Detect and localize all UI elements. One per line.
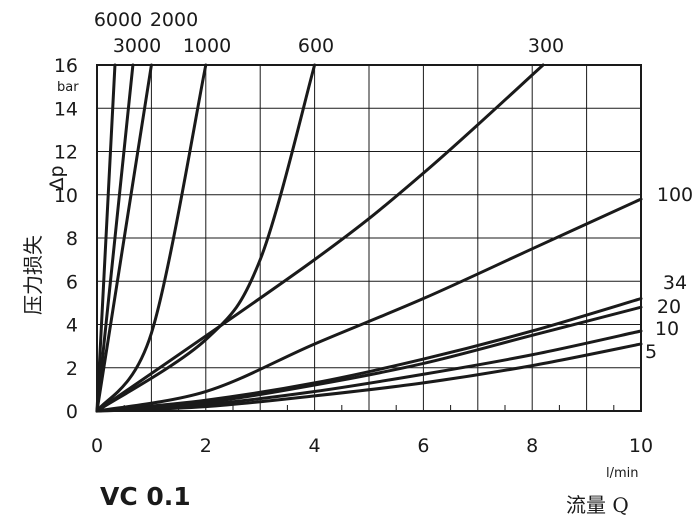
series-curves bbox=[95, 63, 643, 413]
y-unit-label: bar bbox=[57, 80, 79, 95]
series-label-5: 5 bbox=[645, 341, 657, 363]
x-unit-label: l/min bbox=[606, 466, 639, 481]
series-line-3000 bbox=[95, 63, 135, 413]
x-tick-label: 0 bbox=[91, 435, 103, 457]
y-tick-label: 16 bbox=[54, 55, 78, 77]
series-label-100: 100 bbox=[657, 184, 693, 206]
x-axis-title: 流量 Q bbox=[566, 493, 629, 517]
y-tick-label: 8 bbox=[66, 228, 78, 250]
series-line-20 bbox=[95, 305, 643, 413]
y-tick-label: 6 bbox=[66, 271, 78, 293]
x-tick-label: 6 bbox=[417, 435, 429, 457]
y-tick-label: 4 bbox=[66, 315, 78, 337]
series-line-100 bbox=[95, 197, 643, 413]
series-label-300: 300 bbox=[528, 35, 564, 57]
x-tick-label: 2 bbox=[200, 435, 212, 457]
y-axis-title: 压力损失 bbox=[21, 235, 45, 315]
series-line-10 bbox=[95, 329, 643, 413]
chart-title: VC 0.1 bbox=[100, 482, 191, 511]
x-tick-label: 8 bbox=[526, 435, 538, 457]
series-label-20: 20 bbox=[657, 296, 681, 318]
series-line-300 bbox=[95, 63, 545, 413]
y-tick-labels: 0 2 4 6 8 10 12 14 16 bbox=[54, 55, 78, 423]
grid bbox=[97, 65, 641, 411]
y-tick-label: 10 bbox=[54, 185, 78, 207]
series-label-2000: 2000 bbox=[150, 9, 198, 31]
x-tick-labels: 0 2 4 6 8 10 bbox=[91, 435, 653, 457]
series-label-1000: 1000 bbox=[183, 35, 231, 57]
series-line-5 bbox=[95, 342, 643, 413]
x-tick-label: 10 bbox=[629, 435, 653, 457]
y-axis-symbol: Δp bbox=[46, 165, 68, 190]
y-tick-label: 14 bbox=[54, 98, 78, 120]
series-line-34 bbox=[95, 297, 643, 413]
plot-frame bbox=[96, 64, 642, 412]
y-tick-label: 2 bbox=[66, 358, 78, 380]
series-label-6000: 6000 bbox=[94, 9, 142, 31]
series-label-10: 10 bbox=[655, 318, 679, 340]
series-line-600 bbox=[95, 63, 317, 413]
y-tick-label: 12 bbox=[54, 142, 78, 164]
series-label-34: 34 bbox=[663, 272, 687, 294]
series-label-600: 600 bbox=[298, 35, 334, 57]
series-label-3000: 3000 bbox=[113, 35, 161, 57]
series-line-6000 bbox=[95, 63, 117, 413]
x-tick-label: 4 bbox=[309, 435, 321, 457]
series-line-2000 bbox=[95, 63, 153, 413]
series-line-1000 bbox=[95, 63, 208, 413]
y-tick-label: 0 bbox=[66, 401, 78, 423]
